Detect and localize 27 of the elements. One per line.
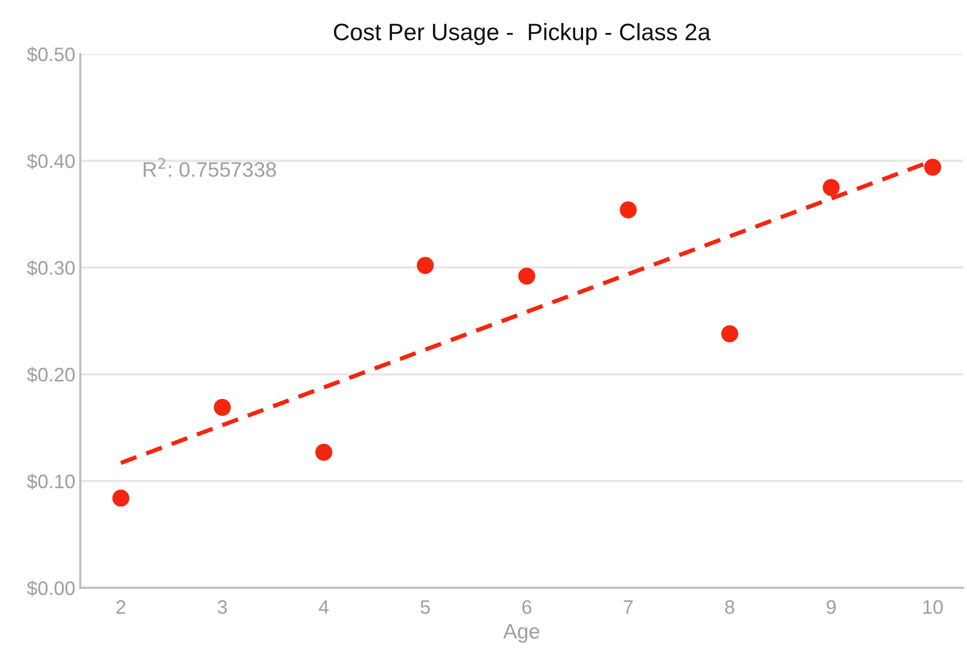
y-tick-label: $0.30	[26, 260, 75, 276]
x-tick-label: 9	[826, 600, 836, 614]
x-tick-label: 3	[218, 600, 227, 614]
point	[112, 490, 130, 507]
annotation: R$^{2}$: 0.7557338	[144, 158, 276, 177]
point	[620, 201, 637, 218]
chart-title: Cost Per Usage - Pickup - Class 2a	[334, 23, 711, 46]
x-tick-label: 2	[116, 600, 126, 614]
point	[416, 256, 434, 274]
point	[315, 444, 332, 461]
x-tick-label: 6	[522, 600, 532, 614]
point	[924, 158, 942, 176]
y-tick-label: $0.10	[26, 474, 75, 490]
y-tick-label: $0.50	[26, 46, 75, 62]
x-tick-label: 4	[318, 600, 329, 614]
x-tick-label: 5	[420, 600, 430, 614]
point	[518, 268, 536, 285]
x-axis-title: Age	[503, 624, 540, 643]
x-tick-label: 8	[725, 600, 734, 614]
y-tick-label: $0.00	[26, 580, 75, 596]
point	[214, 398, 231, 416]
point	[822, 178, 840, 196]
y-tick-label: $0.20	[26, 366, 75, 383]
x-tick-label: 7	[624, 600, 633, 614]
x-tick-label: 10	[923, 600, 943, 614]
y-tick-label: $0.40	[26, 153, 75, 170]
point	[721, 325, 738, 342]
